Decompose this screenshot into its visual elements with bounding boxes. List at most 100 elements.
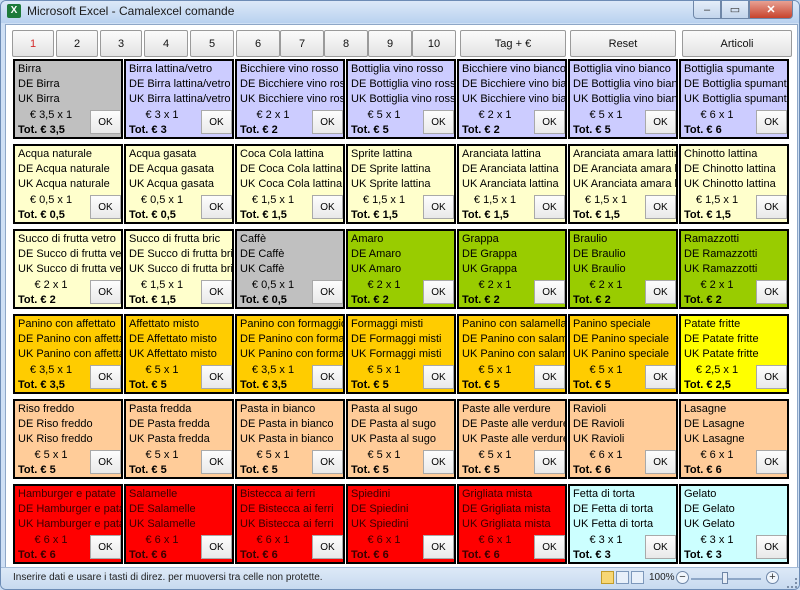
- product-cell[interactable]: Grigliata mista DE Grigliata mista UK Grig…: [457, 484, 567, 564]
- ok-button[interactable]: OK: [312, 195, 343, 219]
- product-cell[interactable]: Bicchiere vino rosso DE Bicchiere vino ro…: [235, 59, 345, 139]
- product-cell[interactable]: Birra lattina/vetro DE Birra lattina/vetr…: [124, 59, 234, 139]
- product-cell[interactable]: Amaro DE Amaro UK Amaro € 2 x 1 Tot. € 2 OK: [346, 229, 456, 309]
- ok-button[interactable]: OK: [756, 535, 787, 559]
- product-cell[interactable]: Spiedini DE Spiedini UK Spiedini € 6 x 1 Tot…: [346, 484, 456, 564]
- top-button-1[interactable]: 1: [12, 30, 54, 57]
- product-cell[interactable]: Pasta al sugo DE Pasta al sugo UK Pasta al…: [346, 399, 456, 479]
- normal-view-icon[interactable]: [601, 571, 614, 584]
- top-button-7[interactable]: 7: [280, 30, 324, 57]
- product-cell[interactable]: Fetta di torta DE Fetta di torta UK Fetta …: [568, 484, 678, 564]
- ok-button[interactable]: OK: [201, 195, 232, 219]
- resize-grip-icon[interactable]: [787, 578, 797, 588]
- ok-button[interactable]: OK: [534, 280, 565, 304]
- ok-button[interactable]: OK: [312, 450, 343, 474]
- top-button-10[interactable]: 10: [412, 30, 456, 57]
- ok-button[interactable]: OK: [645, 110, 676, 134]
- product-cell[interactable]: Sprite lattina DE Sprite lattina UK Sprite…: [346, 144, 456, 224]
- ok-button[interactable]: OK: [423, 195, 454, 219]
- ok-button[interactable]: OK: [645, 365, 676, 389]
- top-button-reset[interactable]: Reset: [570, 30, 676, 57]
- product-cell[interactable]: Formaggi misti DE Formaggi misti UK Formag…: [346, 314, 456, 394]
- product-cell[interactable]: Grappa DE Grappa UK Grappa € 2 x 1 Tot. € 2 O…: [457, 229, 567, 309]
- ok-button[interactable]: OK: [201, 110, 232, 134]
- zoom-slider-thumb[interactable]: [722, 572, 728, 584]
- ok-button[interactable]: OK: [756, 450, 787, 474]
- maximize-button[interactable]: ▭: [721, 1, 749, 19]
- product-cell[interactable]: Pasta fredda DE Pasta fredda UK Pasta fred…: [124, 399, 234, 479]
- ok-button[interactable]: OK: [90, 195, 121, 219]
- ok-button[interactable]: OK: [201, 535, 232, 559]
- product-cell[interactable]: Chinotto lattina DE Chinotto lattina UK Ch…: [679, 144, 789, 224]
- ok-button[interactable]: OK: [90, 280, 121, 304]
- minimize-button[interactable]: –: [693, 1, 721, 19]
- ok-button[interactable]: OK: [90, 535, 121, 559]
- top-button-9[interactable]: 9: [368, 30, 412, 57]
- product-cell[interactable]: Acqua naturale DE Acqua naturale UK Acqua …: [13, 144, 123, 224]
- product-cell[interactable]: Succo di frutta bric DE Succo di frutta b…: [124, 229, 234, 309]
- ok-button[interactable]: OK: [756, 280, 787, 304]
- product-cell[interactable]: Succo di frutta vetro DE Succo di frutta …: [13, 229, 123, 309]
- ok-button[interactable]: OK: [423, 280, 454, 304]
- product-cell[interactable]: Aranciata lattina DE Aranciata lattina UK …: [457, 144, 567, 224]
- product-cell[interactable]: Bottiglia vino rosso DE Bottiglia vino ro…: [346, 59, 456, 139]
- product-cell[interactable]: Panino con formaggio DE Panino con formag…: [235, 314, 345, 394]
- product-cell[interactable]: Panino speciale DE Panino speciale UK Pani…: [568, 314, 678, 394]
- ok-button[interactable]: OK: [201, 365, 232, 389]
- ok-button[interactable]: OK: [312, 280, 343, 304]
- ok-button[interactable]: OK: [756, 110, 787, 134]
- product-cell[interactable]: Hamburger e patate DE Hamburger e patate U…: [13, 484, 123, 564]
- product-cell[interactable]: Salamelle DE Salamelle UK Salamelle € 6 x 1…: [124, 484, 234, 564]
- product-cell[interactable]: Aranciata amara lattina DE Aranciata amar…: [568, 144, 678, 224]
- ok-button[interactable]: OK: [312, 110, 343, 134]
- product-cell[interactable]: Birra DE Birra UK Birra € 3,5 x 1 Tot. € 3,5…: [13, 59, 123, 139]
- ok-button[interactable]: OK: [312, 535, 343, 559]
- ok-button[interactable]: OK: [756, 195, 787, 219]
- top-button-4[interactable]: 4: [144, 30, 188, 57]
- ok-button[interactable]: OK: [645, 195, 676, 219]
- ok-button[interactable]: OK: [534, 535, 565, 559]
- product-cell[interactable]: Patate fritte DE Patate fritte UK Patate f…: [679, 314, 789, 394]
- ok-button[interactable]: OK: [534, 450, 565, 474]
- product-cell[interactable]: Riso freddo DE Riso freddo UK Riso freddo €…: [13, 399, 123, 479]
- product-cell[interactable]: Lasagne DE Lasagne UK Lasagne € 6 x 1 Tot. €…: [679, 399, 789, 479]
- ok-button[interactable]: OK: [645, 450, 676, 474]
- product-cell[interactable]: Coca Cola lattina DE Coca Cola lattina UK …: [235, 144, 345, 224]
- product-cell[interactable]: Gelato DE Gelato UK Gelato € 3 x 1 Tot. € 3 O…: [679, 484, 789, 564]
- ok-button[interactable]: OK: [534, 195, 565, 219]
- product-cell[interactable]: Bistecca ai ferri DE Bistecca ai ferri UK …: [235, 484, 345, 564]
- zoom-in-button[interactable]: +: [766, 571, 779, 584]
- ok-button[interactable]: OK: [90, 110, 121, 134]
- ok-button[interactable]: OK: [756, 365, 787, 389]
- top-button-6[interactable]: 6: [236, 30, 280, 57]
- ok-button[interactable]: OK: [312, 365, 343, 389]
- ok-button[interactable]: OK: [90, 450, 121, 474]
- product-cell[interactable]: Panino con salamella DE Panino con salame…: [457, 314, 567, 394]
- ok-button[interactable]: OK: [645, 535, 676, 559]
- ok-button[interactable]: OK: [534, 365, 565, 389]
- product-cell[interactable]: Ramazzotti DE Ramazzotti UK Ramazzotti € 2 …: [679, 229, 789, 309]
- ok-button[interactable]: OK: [423, 110, 454, 134]
- ok-button[interactable]: OK: [423, 450, 454, 474]
- ok-button[interactable]: OK: [90, 365, 121, 389]
- product-cell[interactable]: Bottiglia vino bianco DE Bottiglia vino b…: [568, 59, 678, 139]
- top-button-8[interactable]: 8: [324, 30, 368, 57]
- ok-button[interactable]: OK: [423, 365, 454, 389]
- top-button-5[interactable]: 5: [190, 30, 234, 57]
- zoom-out-button[interactable]: −: [676, 571, 689, 584]
- ok-button[interactable]: OK: [201, 450, 232, 474]
- product-cell[interactable]: Affettato misto DE Affettato misto UK Affe…: [124, 314, 234, 394]
- product-cell[interactable]: Bottiglia spumante DE Bottiglia spumante U…: [679, 59, 789, 139]
- top-button-2[interactable]: 2: [56, 30, 98, 57]
- zoom-level[interactable]: 100%: [649, 572, 675, 583]
- top-button-tag[interactable]: Tag + €: [460, 30, 566, 57]
- page-break-view-icon[interactable]: [631, 571, 644, 584]
- product-cell[interactable]: Bicchiere vino bianco DE Bicchiere vino b…: [457, 59, 567, 139]
- top-button-articoli[interactable]: Articoli: [682, 30, 792, 57]
- product-cell[interactable]: Ravioli DE Ravioli UK Ravioli € 6 x 1 Tot. €…: [568, 399, 678, 479]
- ok-button[interactable]: OK: [423, 535, 454, 559]
- ok-button[interactable]: OK: [645, 280, 676, 304]
- page-layout-view-icon[interactable]: [616, 571, 629, 584]
- ok-button[interactable]: OK: [201, 280, 232, 304]
- product-cell[interactable]: Panino con affettato DE Panino con affett…: [13, 314, 123, 394]
